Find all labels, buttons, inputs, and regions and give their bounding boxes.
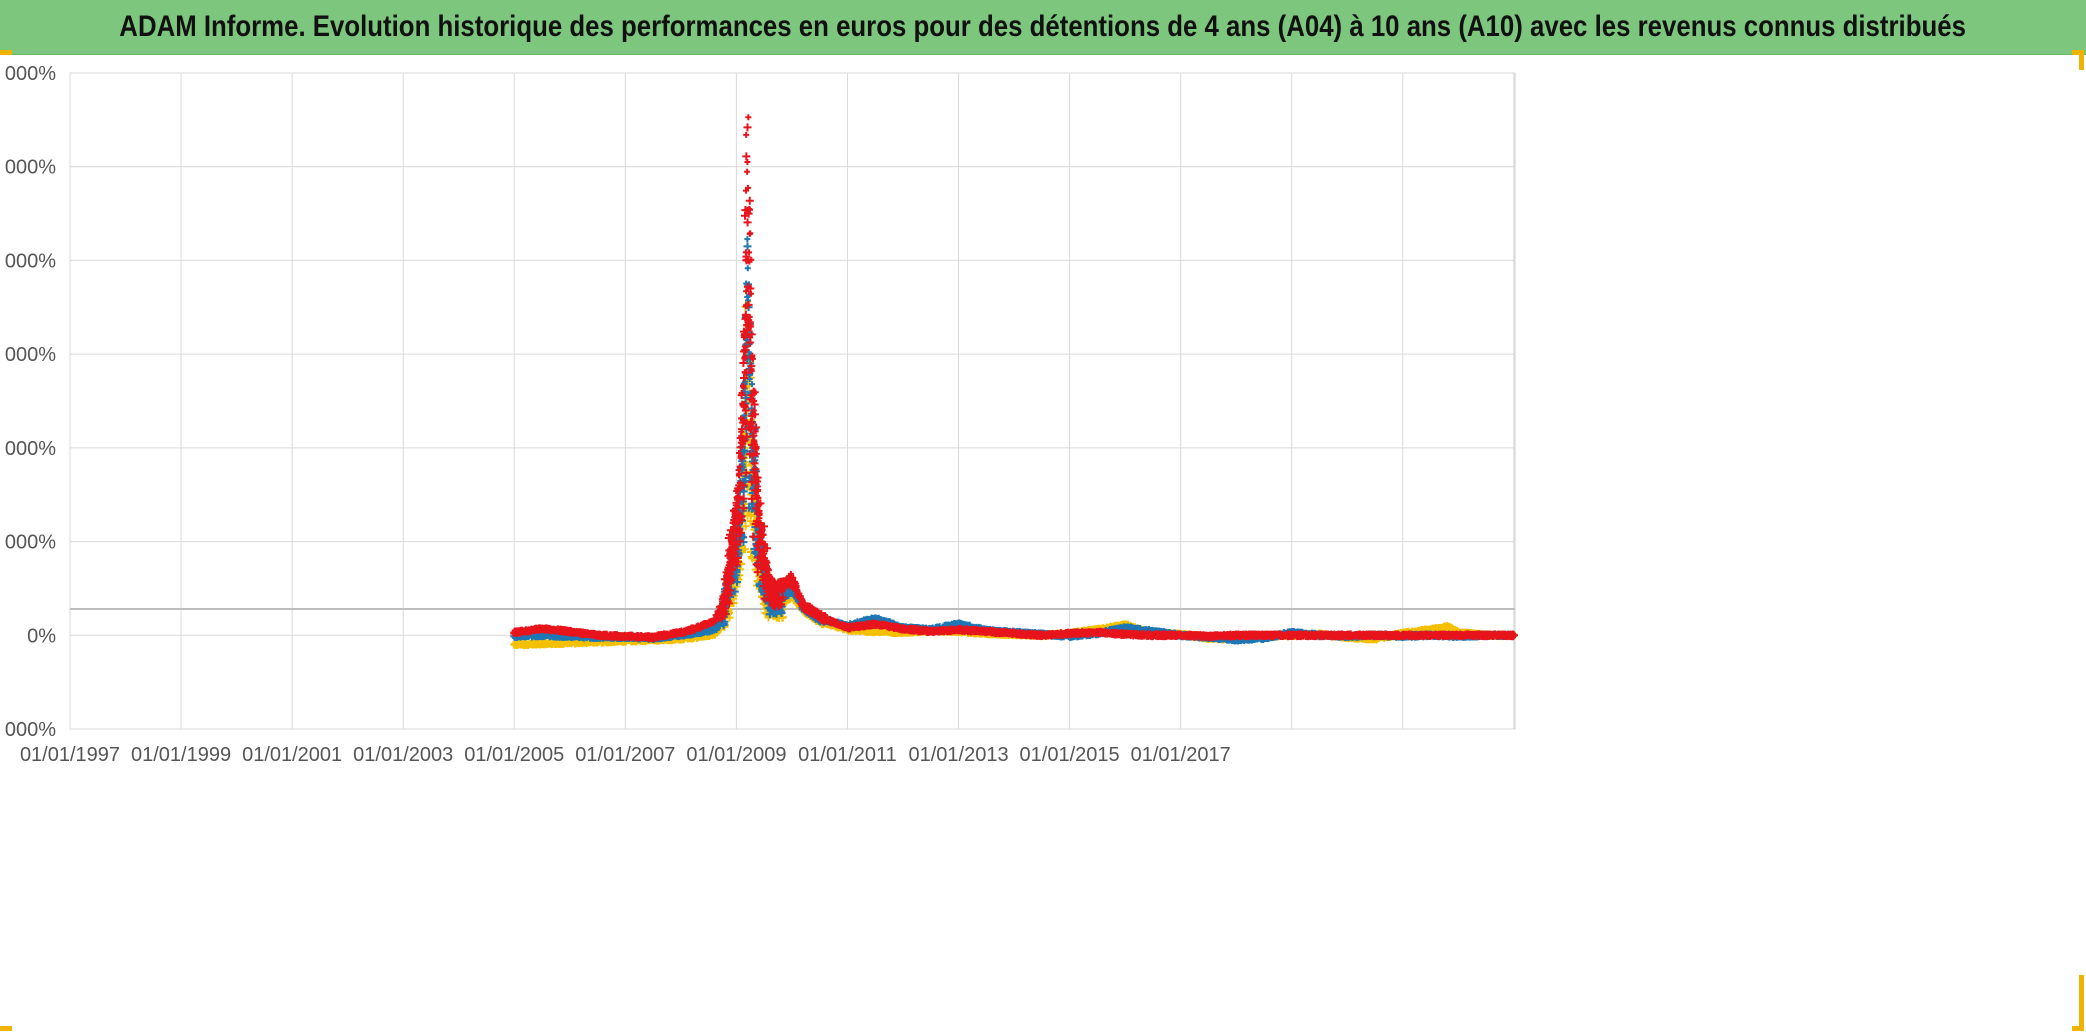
chart-title-bar: ADAM Informe. Evolution historique des p… [0,0,2086,55]
series-group [510,298,1518,650]
corner-marker-top-right-side [2079,50,2084,70]
points-layer [510,114,1518,650]
grid-layer [69,72,1516,730]
corner-marker-top-right [2072,50,2084,55]
corner-marker-bottom-right [2072,1026,2084,1031]
corner-marker-bottom-right-side [2079,975,2084,1031]
corner-marker-top-left [0,50,12,55]
corner-marker-bottom-left [0,1026,12,1031]
chart-title: ADAM Informe. Evolution historique des p… [119,10,1967,43]
series-group [510,236,1518,645]
